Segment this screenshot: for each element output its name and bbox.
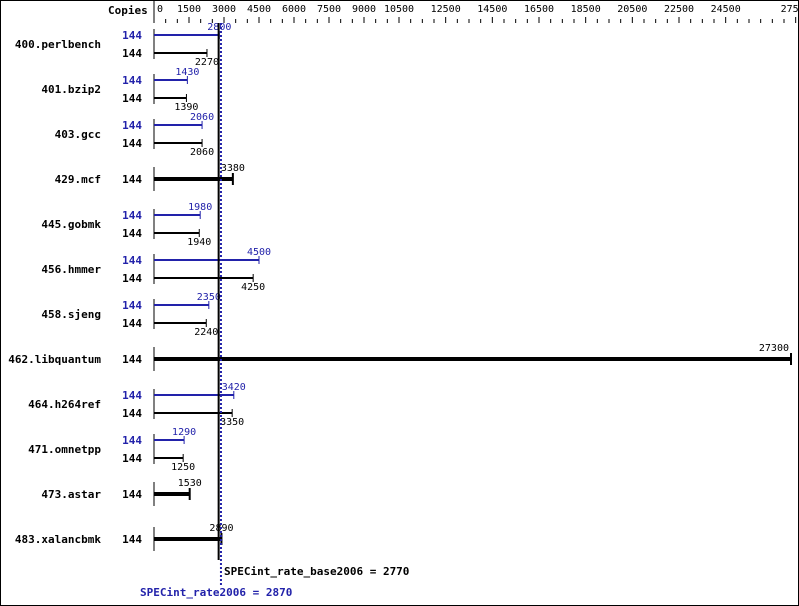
peak-metric-label: SPECint_rate2006 = 2870 [140,586,292,599]
base-copies: 144 [122,173,142,186]
benchmark-label: 456.hmmer [41,263,101,276]
base-bar [154,492,190,496]
peak-value: 1430 [175,67,199,78]
benchmark-label: 400.perlbench [15,38,101,51]
base-bar [154,537,222,541]
tick-label: 16500 [524,4,554,15]
peak-value: 3420 [222,382,246,393]
tick-label: 12500 [431,4,461,15]
peak-value: 4500 [247,247,271,258]
benchmark-label: 471.omnetpp [28,443,101,456]
peak-value: 2350 [197,292,221,303]
base-value: 3350 [220,417,244,428]
benchmark-label: 462.libquantum [8,353,101,366]
base-value: 2270 [195,57,219,68]
tick-label: 6000 [282,4,306,15]
benchmark-label: 473.astar [41,488,101,501]
base-bar [154,357,791,361]
base-value: 3380 [221,163,245,174]
tick-label: 20500 [617,4,647,15]
base-value: 1530 [178,478,202,489]
base-value: 1390 [174,102,198,113]
tick-label: 10500 [384,4,414,15]
peak-copies: 144 [122,209,142,222]
tick-label: 4500 [247,4,271,15]
base-bar [154,177,233,181]
tick-label: 14500 [477,4,507,15]
tick-label: 3000 [212,4,236,15]
tick-label: 22500 [664,4,694,15]
benchmark-label: 429.mcf [55,173,101,186]
base-copies: 144 [122,452,142,465]
benchmark-label: 401.bzip2 [41,83,101,96]
base-value: 1940 [187,237,211,248]
peak-copies: 144 [122,74,142,87]
benchmark-label: 445.gobmk [41,218,101,231]
peak-copies: 144 [122,254,142,267]
benchmark-label: 483.xalancbmk [15,533,101,546]
base-copies: 144 [122,407,142,420]
tick-label: 0 [157,4,163,15]
base-copies: 144 [122,92,142,105]
base-value: 2240 [194,327,218,338]
base-copies: 144 [122,488,142,501]
tick-label: 9000 [352,4,376,15]
base-copies: 144 [122,353,142,366]
base-copies: 144 [122,137,142,150]
tick-label: 27500 [781,4,799,15]
base-copies: 144 [122,533,142,546]
peak-copies: 144 [122,29,142,42]
peak-value: 1290 [172,427,196,438]
benchmark-label: 458.sjeng [41,308,101,321]
base-value: 4250 [241,282,265,293]
peak-copies: 144 [122,389,142,402]
benchmark-label: 403.gcc [55,128,101,141]
base-value: 27300 [759,343,789,354]
base-value: 2060 [190,147,214,158]
base-copies: 144 [122,317,142,330]
peak-value: 1980 [188,202,212,213]
base-metric-label: SPECint_rate_base2006 = 2770 [224,565,409,578]
copies-header: Copies [108,4,148,17]
base-copies: 144 [122,227,142,240]
peak-copies: 144 [122,119,142,132]
benchmark-label: 464.h264ref [28,398,101,411]
peak-value: 2060 [190,112,214,123]
tick-label: 1500 [177,4,201,15]
base-copies: 144 [122,47,142,60]
peak-copies: 144 [122,434,142,447]
peak-copies: 144 [122,299,142,312]
base-value: 1250 [171,462,195,473]
tick-label: 24500 [711,4,741,15]
tick-label: 18500 [571,4,601,15]
tick-label: 7500 [317,4,341,15]
base-copies: 144 [122,272,142,285]
